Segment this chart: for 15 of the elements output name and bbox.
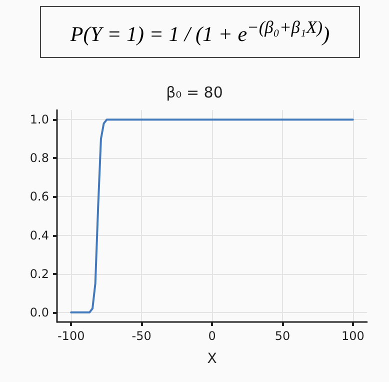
y-tick-label: 0.2: [30, 266, 49, 281]
text: P(Y = 1) = 1 / (1 + e$^{−(β₀+β₁X)}$): [40, 6, 360, 58]
chart-title: β₀ = 80: [166, 84, 223, 102]
x-tick-label: 100: [341, 329, 364, 343]
y-tick-label: 0.0: [30, 305, 49, 320]
x-axis-title: X: [207, 351, 218, 367]
y-tick-label: 0.6: [30, 190, 49, 204]
y-tick-label: 0.4: [30, 228, 49, 242]
y-tick-label: 1.0: [30, 112, 49, 127]
x-tick-label: 50: [274, 329, 290, 343]
x-tick-label: -50: [132, 329, 152, 343]
line-series: [70, 118, 354, 314]
x-tick-label: -100: [57, 329, 85, 343]
y-tick-label: 0.8: [30, 151, 49, 166]
x-tick-label: 0: [208, 329, 216, 343]
